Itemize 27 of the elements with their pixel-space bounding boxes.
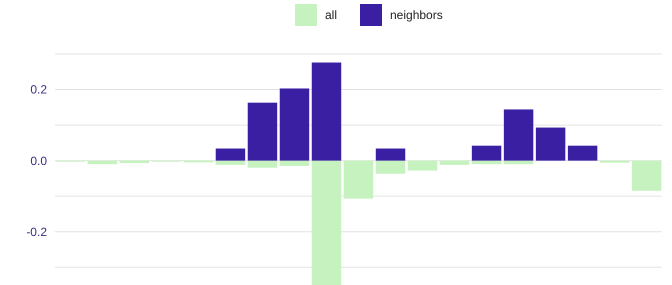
bar (280, 88, 310, 161)
bar (440, 160, 470, 165)
bar (408, 160, 438, 171)
bar (376, 148, 406, 161)
bar (568, 146, 598, 161)
bar (88, 160, 118, 164)
y-tick-label: 0.0 (30, 154, 48, 168)
bar (472, 160, 502, 164)
bar (312, 160, 342, 285)
bar (376, 160, 406, 174)
bar (248, 102, 278, 161)
bar (504, 160, 534, 164)
bar (632, 160, 662, 191)
bar (312, 62, 342, 161)
bar (216, 148, 246, 161)
bar (536, 128, 566, 161)
bar (120, 160, 150, 164)
y-tick-label: 0.2 (30, 82, 48, 97)
bar (248, 160, 278, 168)
bar (216, 160, 246, 165)
bar (504, 109, 534, 161)
bar (344, 160, 374, 199)
legend-label: neighbors (390, 8, 443, 22)
y-tick-label: -0.2 (26, 224, 48, 239)
bar (280, 160, 310, 166)
legend-label: all (325, 8, 338, 22)
bar (472, 146, 502, 161)
